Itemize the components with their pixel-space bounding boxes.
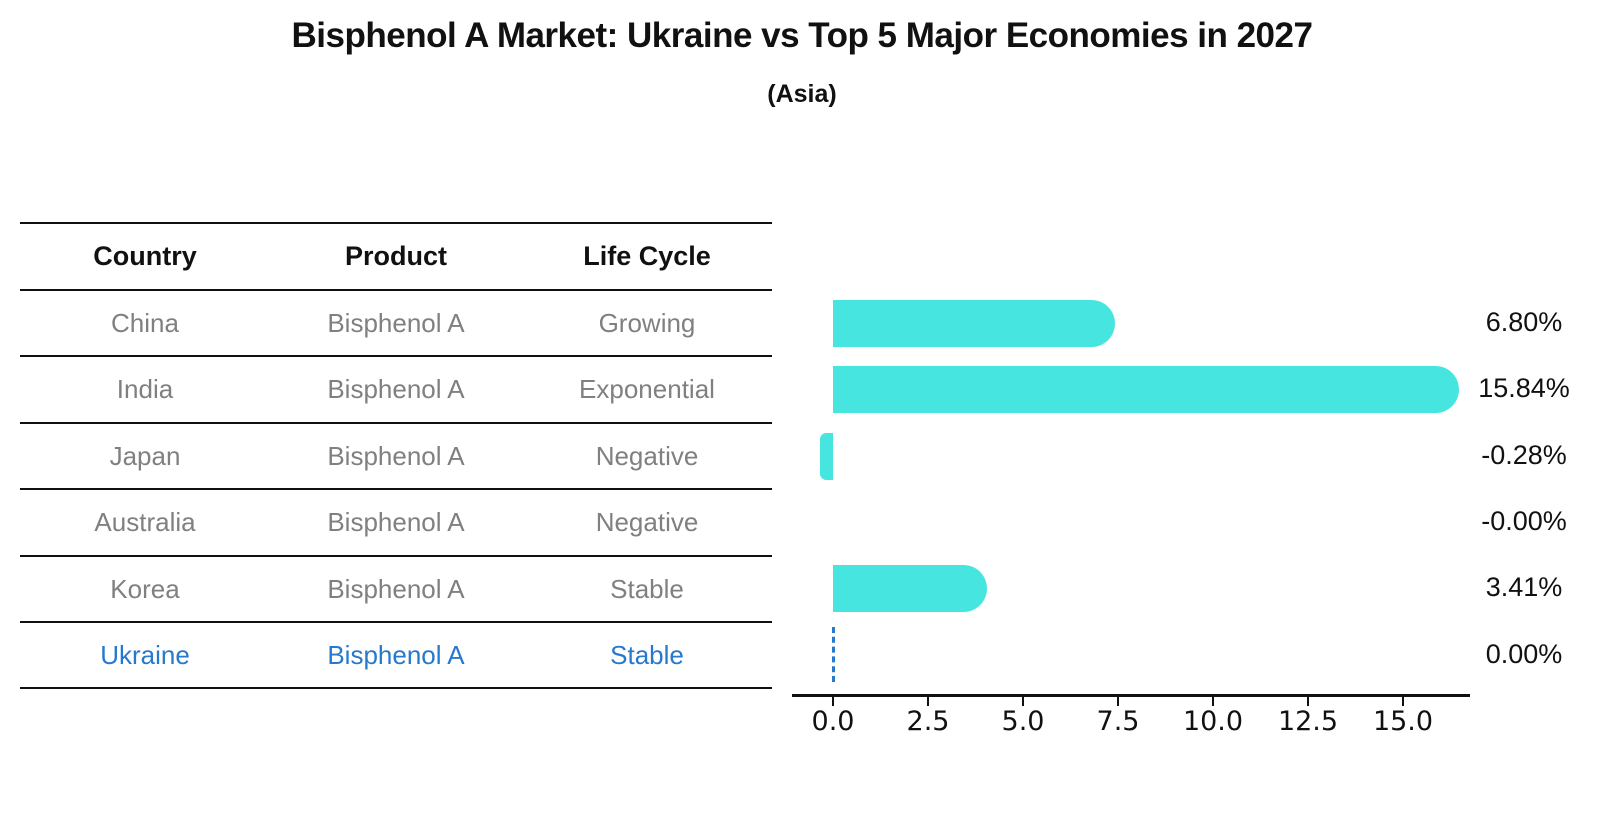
table-row: India Bisphenol A Exponential	[20, 357, 772, 424]
column-header-country: Country	[93, 241, 197, 271]
life-cycle-cell: Negative	[595, 440, 699, 471]
life-cycle-cell: Growing	[598, 308, 696, 338]
table-row: Japan Bisphenol A Negative	[20, 424, 772, 491]
x-tick-label: 15.0	[1372, 706, 1434, 737]
x-tick-label: 0.0	[811, 706, 855, 737]
life-cycle-cell: Exponential	[579, 374, 715, 405]
product-cell: Bisphenol A	[327, 374, 465, 405]
bar	[833, 565, 987, 613]
country-cell: Korea	[110, 573, 180, 604]
life-cycle-cell: Stable	[610, 639, 684, 670]
x-tick-mark	[1117, 697, 1119, 706]
chart-subtitle: (Asia)	[767, 80, 837, 108]
column-header-product: Product	[344, 241, 447, 271]
value-label: -0.28%	[1481, 439, 1567, 470]
country-cell: Japan	[109, 440, 181, 471]
product-cell: Bisphenol A	[327, 573, 465, 604]
product-cell: Bisphenol A	[327, 440, 465, 471]
bar	[820, 432, 833, 480]
x-tick-label: 12.5	[1277, 706, 1339, 737]
x-tick-mark	[1022, 697, 1024, 706]
country-cell: Ukraine	[100, 639, 190, 670]
x-tick-label: 2.5	[906, 706, 950, 737]
x-tick-mark	[1307, 697, 1309, 706]
product-cell: Bisphenol A	[327, 639, 465, 670]
highlight-zero-marker	[831, 627, 835, 683]
chart-title: Bisphenol A Market: Ukraine vs Top 5 Maj…	[291, 16, 1313, 55]
country-cell: Australia	[94, 507, 196, 538]
country-cell: China	[111, 308, 179, 338]
x-axis-line	[792, 694, 1470, 697]
x-tick-mark	[1402, 697, 1404, 706]
table-row: Korea Bisphenol A Stable	[20, 557, 772, 623]
x-tick-label: 5.0	[1001, 706, 1045, 737]
product-cell: Bisphenol A	[327, 507, 465, 538]
x-tick-mark	[927, 697, 929, 706]
column-header-lifecycle: Life Cycle	[583, 241, 711, 271]
table-row: China Bisphenol A Growing	[20, 291, 772, 358]
country-table: Country Product Life Cycle China Bispheno…	[20, 222, 772, 690]
table-body: China Bisphenol A Growing India Bisphenol A E…	[20, 291, 772, 690]
value-label: 6.80%	[1485, 306, 1563, 337]
x-tick-mark	[1212, 697, 1214, 706]
bar	[833, 299, 1116, 347]
country-cell: India	[116, 374, 174, 405]
table-header-row: Country Product Life Cycle	[20, 224, 772, 291]
x-tick-label: 10.0	[1182, 706, 1244, 737]
life-cycle-cell: Stable	[610, 573, 684, 604]
table-row: Australia Bisphenol A Negative	[20, 490, 772, 557]
table-row: Ukraine Bisphenol A Stable	[20, 623, 772, 690]
bar	[833, 366, 1459, 414]
value-label: 15.84%	[1478, 373, 1570, 404]
x-tick-label: 7.5	[1096, 706, 1140, 737]
x-tick-mark	[832, 697, 834, 706]
value-label: 0.00%	[1485, 638, 1563, 669]
value-label: -0.00%	[1481, 505, 1567, 536]
product-cell: Bisphenol A	[327, 308, 465, 338]
life-cycle-cell: Negative	[595, 507, 699, 538]
value-label: 3.41%	[1485, 572, 1563, 603]
